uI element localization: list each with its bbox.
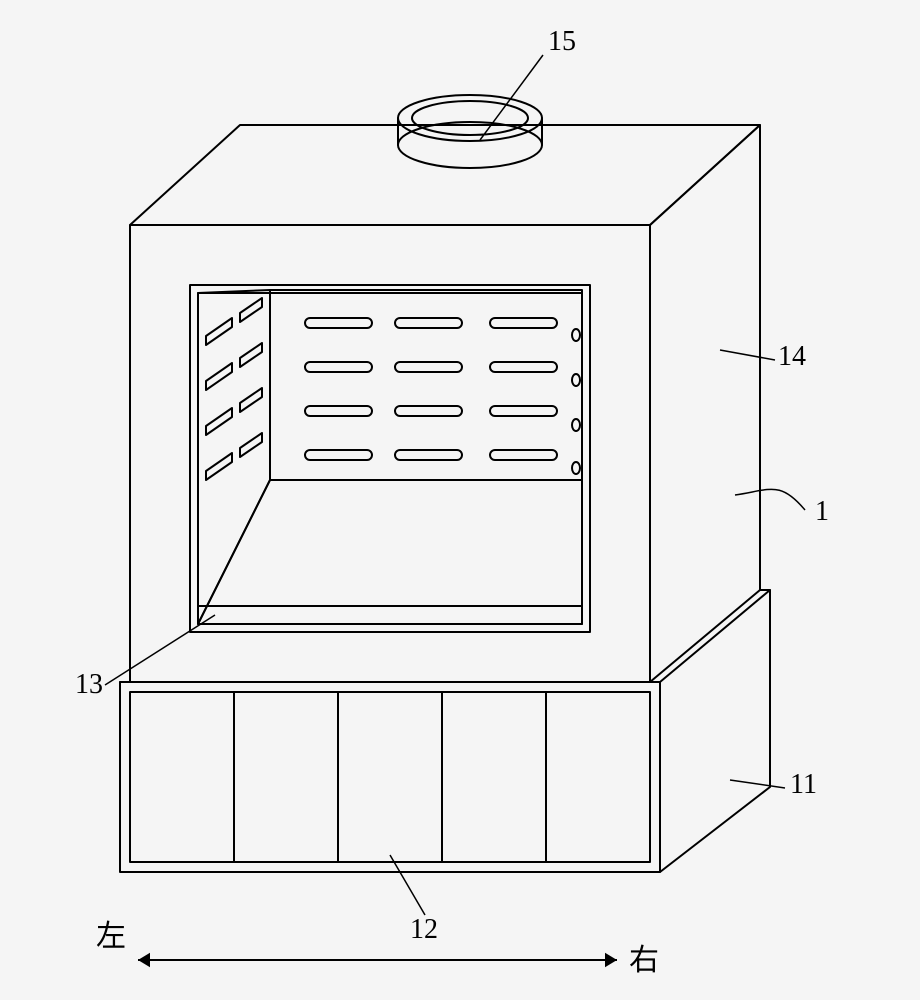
label-11: 11 <box>790 769 817 800</box>
label-13: 13 <box>75 669 103 700</box>
label-15: 15 <box>548 26 576 57</box>
label-14: 14 <box>778 341 806 372</box>
label-1: 1 <box>815 496 829 527</box>
dir-left: 左 <box>96 920 126 953</box>
dir-right: 右 <box>629 944 659 977</box>
label-12: 12 <box>410 914 438 945</box>
